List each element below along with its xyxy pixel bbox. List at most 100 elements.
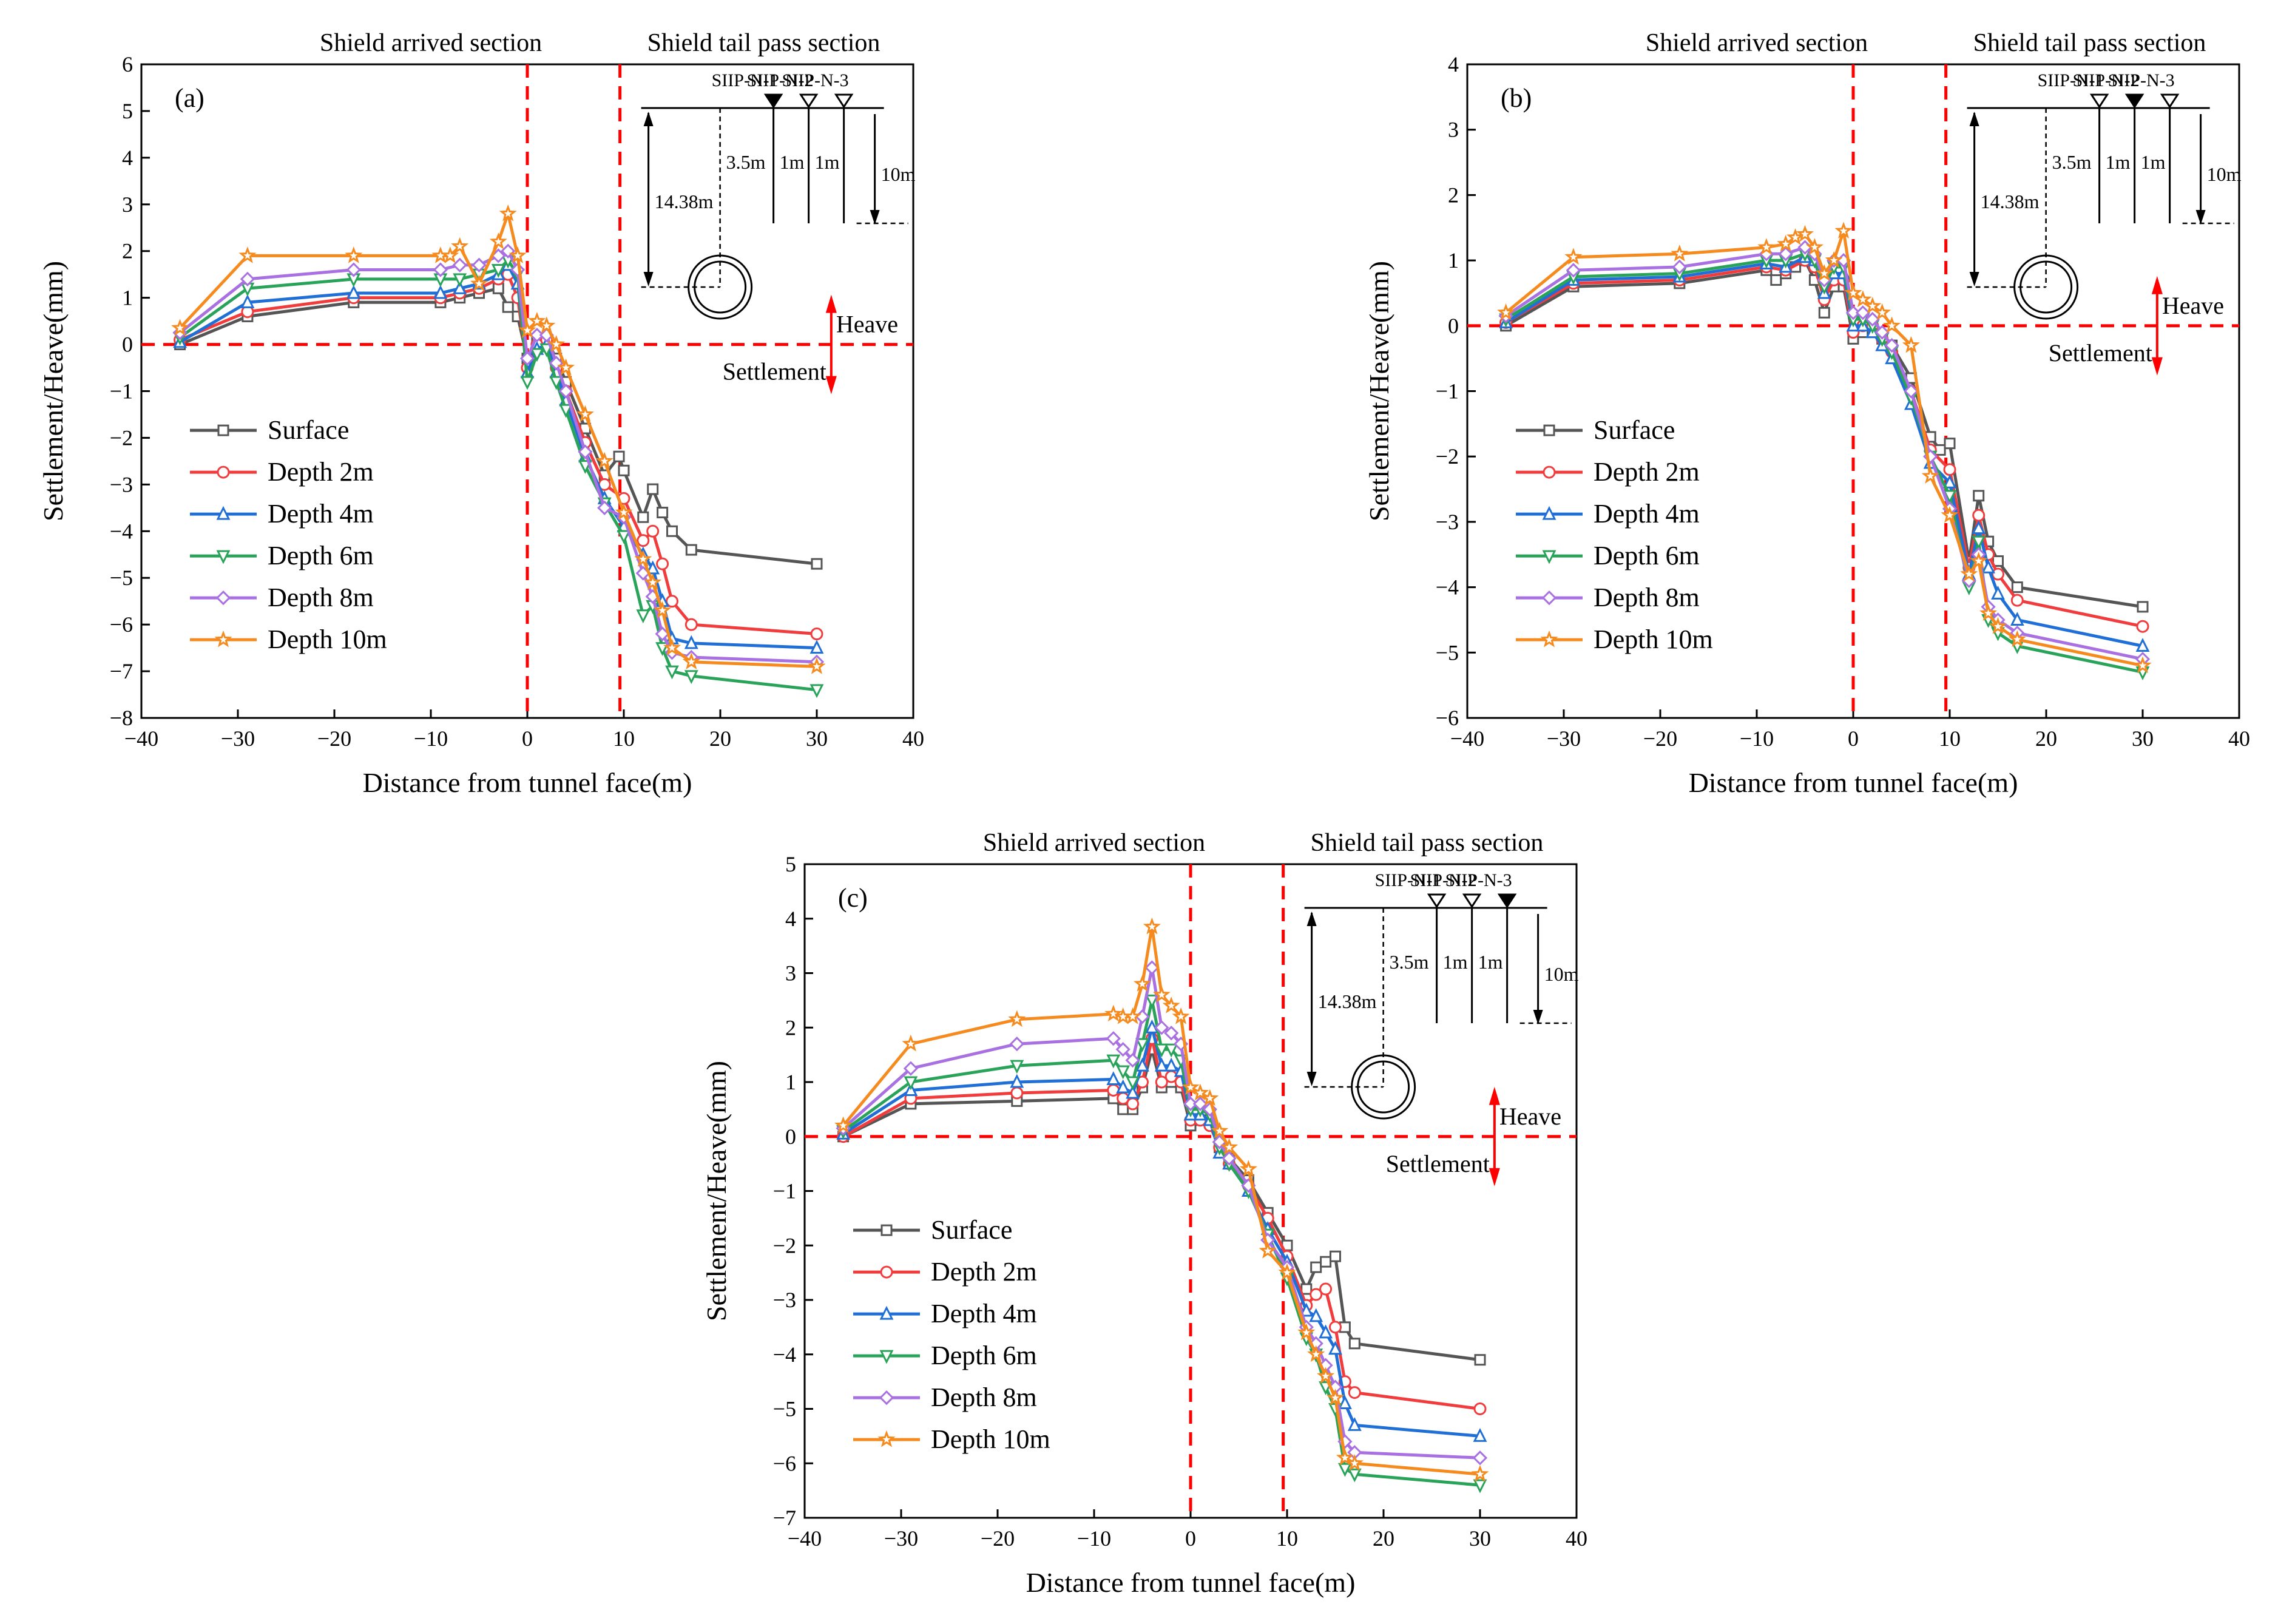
monitor-point-label: SIIP-N-1 [2038, 70, 2104, 90]
heave-label: Heave [2162, 292, 2224, 319]
data-point [1164, 1043, 1178, 1058]
dim-spacing-label: 1m [2106, 151, 2131, 173]
y-tick-label: 6 [122, 52, 133, 76]
data-point [808, 657, 826, 674]
data-point [238, 246, 257, 263]
data-point [1115, 1042, 1131, 1057]
data-point [1116, 1079, 1131, 1094]
data-point [1873, 303, 1891, 320]
data-point [1943, 463, 1956, 476]
data-point [1135, 1038, 1149, 1052]
monitor-point-marker [1462, 893, 1482, 908]
data-point [1192, 1096, 1208, 1112]
data-point [538, 316, 556, 334]
data-point [346, 285, 361, 299]
y-tick-label: −8 [110, 706, 133, 730]
x-tick-label: −20 [317, 726, 351, 751]
dim-spacing-label: 1m [1478, 951, 1503, 973]
data-point [1183, 1096, 1198, 1112]
dim-arrow-up [1969, 112, 1979, 126]
data-point [657, 507, 669, 519]
settlement-arrow [825, 376, 837, 394]
data-point [2008, 630, 2026, 648]
y-tick-label: −5 [1436, 640, 1459, 665]
data-point [1960, 564, 1978, 582]
legend-marker [880, 1265, 893, 1279]
data-point [1981, 559, 1996, 573]
data-point [1564, 248, 1583, 265]
data-point [1844, 283, 1862, 301]
dim-arrow-down [1969, 272, 1979, 286]
data-point [1921, 467, 1939, 484]
monitor-point-label: SIIP-N-3 [782, 70, 849, 90]
data-point [1239, 1160, 1257, 1177]
data-point [2010, 612, 2024, 626]
data-point [1143, 917, 1161, 935]
y-tick-label: −7 [110, 659, 133, 683]
dim-arrow-down [643, 272, 654, 286]
data-point [1278, 1263, 1296, 1281]
y-tick-label: 4 [785, 907, 796, 931]
data-point [1010, 1060, 1024, 1074]
y-tick-label: 2 [785, 1015, 796, 1040]
data-point [1902, 336, 1920, 353]
data-point [1757, 238, 1776, 255]
data-point [1941, 506, 1959, 523]
dim-depth-label: 14.38m [1318, 990, 1377, 1012]
data-point [1347, 1417, 1362, 1431]
data-point [549, 376, 564, 390]
legend-label: Depth 6m [931, 1341, 1037, 1370]
x-tick-label: 10 [1276, 1526, 1298, 1551]
data-point [1904, 384, 1919, 399]
legend-label: Depth 4m [931, 1299, 1037, 1328]
y-tick-label: 0 [122, 333, 133, 357]
data-point [1164, 1057, 1178, 1072]
y-tick-label: 0 [1448, 314, 1459, 338]
data-point [1144, 994, 1159, 1009]
data-point [528, 311, 546, 329]
data-point [518, 321, 536, 338]
data-point [1220, 1138, 1239, 1155]
y-tick-label: −2 [773, 1233, 796, 1257]
x-axis-label: Distance from tunnel face(m) [363, 767, 692, 798]
data-point [509, 246, 527, 263]
data-point [1944, 438, 1956, 450]
data-point [558, 384, 573, 399]
data-point [346, 262, 361, 277]
monitor-point-marker [2089, 93, 2109, 109]
x-axis-label: Distance from tunnel face(m) [1689, 767, 2018, 798]
data-point [1181, 1078, 1200, 1095]
data-point [2010, 594, 2024, 607]
data-point [1972, 520, 1986, 535]
shield-arrived-label: Shield arrived section [1646, 29, 1868, 57]
y-tick-label: 3 [1448, 118, 1459, 142]
data-point [1211, 1122, 1229, 1139]
data-point [433, 262, 448, 277]
data-point [684, 635, 698, 649]
data-point [1979, 604, 1998, 621]
settlement-label: Settlement [1386, 1150, 1490, 1177]
y-tick-label: 5 [785, 852, 796, 876]
data-point [1172, 1007, 1190, 1024]
data-point [665, 665, 679, 680]
panel-label: (a) [175, 83, 204, 113]
monitor-point-label: SIIP-N-2 [2073, 70, 2140, 90]
legend-marker [1543, 465, 1556, 479]
data-point [1474, 1354, 1486, 1366]
monitor-point-label: SIIP-N-1 [712, 70, 779, 90]
data-point [902, 1034, 920, 1052]
dim-monitor-arrow [2195, 210, 2206, 225]
dim-offset-label: 3.5m [2052, 151, 2092, 173]
legend-marker [215, 590, 231, 606]
data-point [1124, 1007, 1142, 1024]
x-tick-label: −20 [981, 1526, 1015, 1551]
data-point [1106, 1071, 1121, 1086]
y-tick-label: −2 [110, 425, 133, 450]
data-point [1818, 306, 1830, 319]
data-point [1164, 1026, 1179, 1041]
legend-marker [879, 1350, 894, 1364]
data-point [656, 557, 669, 570]
x-axis-label: Distance from tunnel face(m) [1026, 1567, 1356, 1598]
data-point [1970, 552, 1988, 569]
